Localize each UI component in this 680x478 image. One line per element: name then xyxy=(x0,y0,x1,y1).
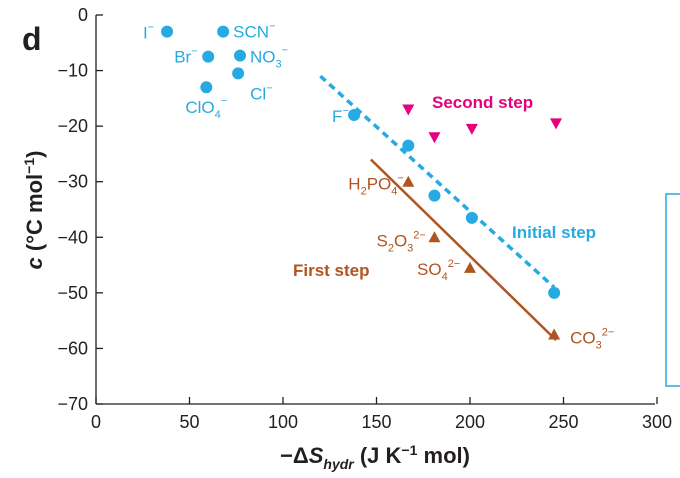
x-axis-title: −ΔShydr (J K−1 mol) xyxy=(280,442,470,472)
x-tick-label: 200 xyxy=(455,412,485,432)
anion-label: Br− xyxy=(174,46,197,67)
anion-label: NO3− xyxy=(250,45,288,71)
adjacent-panel-frame xyxy=(666,194,680,386)
y-tick-label: −70 xyxy=(57,394,88,414)
series-label-initial: Initial step xyxy=(512,223,596,242)
series-label-second: Second step xyxy=(432,93,533,112)
anion-label: I− xyxy=(143,22,154,43)
anion-label: F− xyxy=(332,105,349,126)
y-tick-label: −20 xyxy=(57,116,88,136)
anion-point xyxy=(232,67,244,79)
oxyanion-label: S2O32− xyxy=(376,229,425,254)
y-tick-label: 0 xyxy=(78,5,88,25)
anion-point xyxy=(234,50,246,62)
second-step-point xyxy=(550,118,562,129)
x-tick-label: 150 xyxy=(361,412,391,432)
y-tick-label: −60 xyxy=(57,338,88,358)
oxyanion-label: H2PO4− xyxy=(348,173,404,198)
anion-point xyxy=(200,81,212,93)
initial-step-point xyxy=(466,212,478,224)
first-step-point xyxy=(428,231,440,242)
initial-step-point xyxy=(402,140,414,152)
panel-letter: d xyxy=(22,21,42,57)
second-step-point xyxy=(428,132,440,143)
initial-step-point xyxy=(428,190,440,202)
initial-step-point xyxy=(548,287,560,299)
y-tick-label: −10 xyxy=(57,61,88,81)
x-tick-label: 100 xyxy=(268,412,298,432)
first-step-point xyxy=(402,176,414,187)
series-label-first: First step xyxy=(293,261,370,280)
second-step-point xyxy=(402,104,414,115)
oxyanion-label: SO42− xyxy=(417,258,460,283)
y-tick-label: −50 xyxy=(57,283,88,303)
anion-point xyxy=(202,51,214,63)
y-tick-label: −30 xyxy=(57,172,88,192)
anion-label: ClO4− xyxy=(185,95,227,121)
anion-label: Cl− xyxy=(250,82,273,103)
anion-point xyxy=(161,26,173,38)
plot-axes: 0 −10 −20 −30 −40 −50 −60 −70 0 50 100 150 200 250 30… xyxy=(57,5,672,432)
second-step-point xyxy=(466,124,478,135)
x-tick-label: 0 xyxy=(91,412,101,432)
anion-point xyxy=(348,109,360,121)
x-tick-label: 50 xyxy=(179,412,199,432)
anion-point xyxy=(217,26,229,38)
y-tick-label: −40 xyxy=(57,227,88,247)
anion-label: SCN− xyxy=(233,21,275,42)
x-tick-label: 300 xyxy=(642,412,672,432)
x-tick-label: 250 xyxy=(548,412,578,432)
oxyanion-label: CO32− xyxy=(570,327,614,352)
y-axis-title: c (°C mol−1) xyxy=(21,151,47,270)
first-step-point xyxy=(464,262,476,273)
